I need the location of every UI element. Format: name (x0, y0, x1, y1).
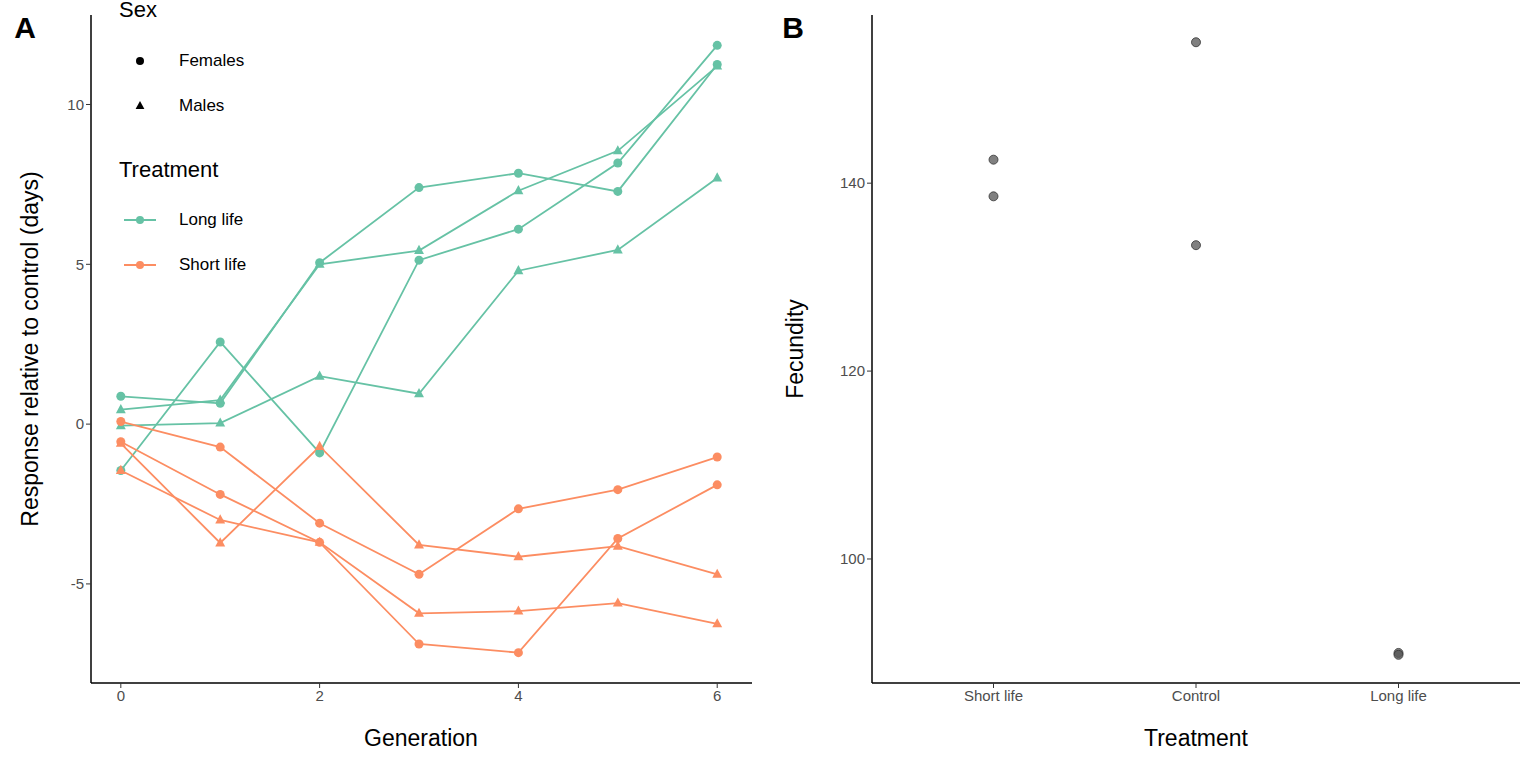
svg-text:6: 6 (713, 687, 721, 704)
svg-text:2: 2 (315, 687, 323, 704)
html-text:Long life: Long life (179, 210, 244, 229)
svg-text:100: 100 (840, 550, 865, 567)
html-text:Treatment: Treatment (1144, 724, 1248, 751)
svg-text:0: 0 (76, 415, 84, 432)
svg-text:Short life: Short life (964, 687, 1023, 704)
svg-text:4: 4 (514, 687, 522, 704)
html-text:B: B (782, 11, 804, 44)
svg-text:10: 10 (67, 96, 84, 113)
html-text:A: A (14, 11, 36, 44)
svg-text:Long life: Long life (1370, 687, 1427, 704)
html-text:Females: Females (179, 51, 245, 70)
svg-text:-5: -5 (71, 575, 84, 592)
svg-text:5: 5 (76, 256, 84, 273)
svg-text:Control: Control (1172, 687, 1220, 704)
html-text:Generation: Generation (364, 724, 478, 751)
html-text:Short life: Short life (179, 255, 247, 274)
html-text:Response relative to control (: Response relative to control (days) (16, 171, 43, 527)
html-text:Males: Males (179, 96, 225, 115)
html-text:Fecundity: Fecundity (781, 299, 808, 399)
svg-text:140: 140 (840, 174, 865, 191)
svg-text:0: 0 (117, 687, 125, 704)
svg-text:120: 120 (840, 362, 865, 379)
html-text:Treatment: Treatment (119, 157, 219, 182)
